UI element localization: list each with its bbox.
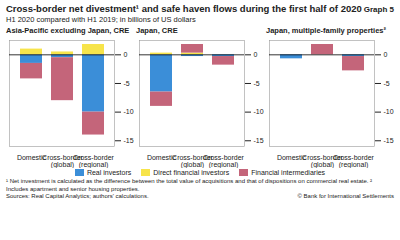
svg-text:-10: -10 — [384, 108, 394, 115]
svg-text:Cross-border(regional): Cross-border(regional) — [203, 154, 245, 168]
html-text:Japan, CRE: Japan, CRE — [136, 26, 178, 35]
svg-text:Domestic: Domestic — [146, 154, 177, 162]
svg-text:Cross-border(regional): Cross-border(regional) — [333, 154, 375, 168]
svg-text:Domestic: Domestic — [16, 154, 47, 162]
svg-text:-15: -15 — [124, 137, 134, 144]
svg-text:-5: -5 — [384, 80, 390, 87]
html-text:Asia-Pacific excluding Japan,: Asia-Pacific excluding Japan, CRE — [6, 26, 130, 35]
html-text:Real investors: Real investors — [86, 169, 132, 176]
svg-text:-15: -15 — [254, 137, 264, 144]
html-text:¹ Net investment is calculated: ¹ Net investment is calculated as the di… — [6, 178, 373, 192]
svg-text:-5: -5 — [254, 80, 260, 87]
html-text:Cross-border net divestment¹ a: Cross-border net divestment¹ and safe ha… — [6, 3, 394, 14]
svg-text:Cross-border(regional): Cross-border(regional) — [73, 154, 115, 168]
svg-text:-5: -5 — [124, 80, 130, 87]
html-text:Financial intermediaries: Financial intermediaries — [251, 169, 326, 176]
html-text:Japan, multiple-family propert: Japan, multiple-family properties² — [266, 26, 386, 35]
svg-text:0: 0 — [124, 51, 128, 58]
svg-text:0: 0 — [254, 51, 258, 58]
svg-text:Domestic: Domestic — [276, 154, 307, 162]
svg-text:-15: -15 — [384, 137, 394, 144]
html-text:Direct financial investors: Direct financial investors — [153, 169, 230, 176]
svg-text:-10: -10 — [124, 108, 134, 115]
svg-text:-10: -10 — [254, 108, 264, 115]
svg-text:0: 0 — [384, 51, 388, 58]
html-text:H1 2020 compared with H1 2019;: H1 2020 compared with H1 2019; in billio… — [6, 15, 196, 24]
html-text:© Bank for International Settl: © Bank for International Settlements — [297, 193, 394, 199]
html-text:Sources: Real Capital Analytic: Sources: Real Capital Analytics; authors… — [6, 193, 149, 199]
